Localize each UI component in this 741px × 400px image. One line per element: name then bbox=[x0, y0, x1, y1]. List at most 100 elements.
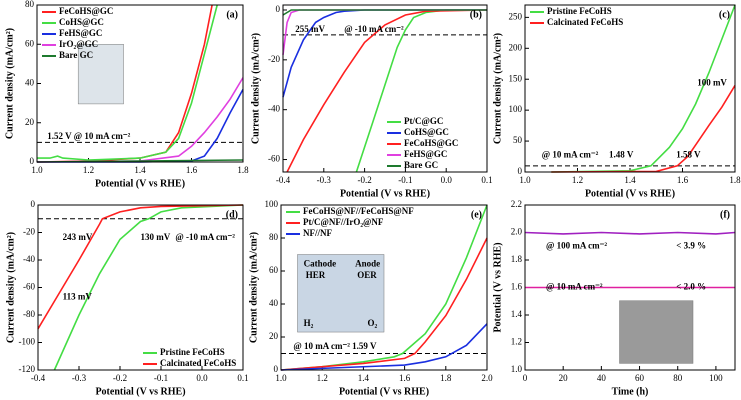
legend-label: FeHS@GC bbox=[59, 28, 102, 38]
x-axis-label: Time (h) bbox=[612, 386, 649, 397]
x-axis-label: Potential (V vs RHE) bbox=[95, 178, 185, 189]
plot-frame bbox=[524, 4, 736, 173]
y-tick-label: -40 bbox=[23, 254, 35, 264]
plot-frame bbox=[524, 204, 736, 371]
y-tick-label: 1.2 bbox=[511, 337, 522, 347]
plot-frame bbox=[280, 204, 488, 371]
panel: 1.0 1.2 1.4 1.6 1.8 0 50 100 150 200 250 Potential … bbox=[492, 4, 741, 199]
x-axis-label: Potential (V vs RHE) bbox=[340, 188, 430, 199]
y-tick-label: -80 bbox=[23, 309, 35, 319]
y-tick-label: -60 bbox=[23, 282, 35, 292]
y-tick-label: 0 bbox=[276, 4, 281, 14]
data-line bbox=[37, 204, 244, 330]
inset-image bbox=[619, 300, 694, 364]
panel-label: (d) bbox=[226, 209, 238, 220]
panel-label: (e) bbox=[471, 209, 482, 220]
annotation: 1.58 V bbox=[676, 149, 701, 159]
x-tick-label: 1.4 bbox=[134, 165, 146, 175]
data-line bbox=[280, 323, 488, 371]
legend-label: FeHS@GC bbox=[404, 149, 447, 159]
x-tick-label: 1.2 bbox=[83, 165, 94, 175]
legend-label: FeCoHS@GC bbox=[404, 138, 458, 148]
legend-label: Bare GC bbox=[404, 160, 438, 170]
y-axis-label: Current density (mA/cm²) bbox=[5, 232, 16, 343]
y-tick-label: -20 bbox=[23, 227, 35, 237]
x-tick-label: -0.4 bbox=[31, 373, 46, 383]
x-tick-label: 1.0 bbox=[275, 373, 287, 383]
y-tick-label: 200 bbox=[509, 42, 523, 52]
annotation: @ -10 mA cm⁻² bbox=[344, 24, 404, 34]
legend-label: Pt/C@NF//IrO₂@NF bbox=[303, 217, 384, 227]
y-tick-label: 0 bbox=[30, 156, 35, 166]
annotation: HER bbox=[306, 270, 326, 280]
legend-label: FeCoHS@GC bbox=[59, 6, 113, 16]
legend-label: FeCoHS@NF//FeCoHS@NF bbox=[303, 206, 414, 216]
x-tick-label: 60 bbox=[635, 373, 645, 383]
y-tick-label: 0 bbox=[518, 166, 523, 176]
x-tick-label: 1.8 bbox=[440, 373, 452, 383]
x-tick-label: 1.4 bbox=[624, 175, 636, 185]
y-tick-label: 50 bbox=[513, 135, 523, 145]
x-tick-label: 20 bbox=[559, 373, 569, 383]
x-tick-label: 1.8 bbox=[237, 165, 249, 175]
x-tick-label: -0.4 bbox=[276, 175, 291, 185]
y-tick-label: 100 bbox=[265, 199, 279, 209]
legend-label: Calcinated FeCoHS bbox=[160, 358, 236, 368]
x-tick-label: 1.6 bbox=[677, 175, 689, 185]
y-tick-label: 2.0 bbox=[511, 227, 523, 237]
data-line bbox=[282, 9, 487, 16]
annotation: 1.48 V bbox=[609, 149, 634, 159]
y-axis-label: Potential (V vs RHE) bbox=[492, 242, 503, 332]
legend-label: CoHS@GC bbox=[59, 17, 104, 27]
annotation: 255 mV bbox=[295, 24, 325, 34]
legend-label: CoHS@GC bbox=[404, 127, 449, 137]
plot-frame bbox=[36, 4, 244, 163]
x-tick-label: 0 bbox=[523, 373, 528, 383]
panel: -0.4 -0.3 -0.2 -0.1 0.0 0.1 -60 -40 -20 0 Potentia… bbox=[250, 4, 492, 199]
y-tick-label: 1.0 bbox=[511, 364, 523, 374]
y-tick-label: 60 bbox=[25, 38, 35, 48]
x-tick-label: 80 bbox=[673, 373, 683, 383]
data-line bbox=[286, 9, 488, 173]
data-line bbox=[551, 84, 736, 173]
legend-label: Pristine FeCoHS bbox=[547, 6, 612, 16]
y-axis-label: Current density (mA/cm²) bbox=[4, 28, 15, 139]
y-tick-label: -60 bbox=[268, 154, 280, 164]
panel-label: (c) bbox=[719, 9, 730, 20]
annotation: < 2.0 % bbox=[676, 282, 706, 292]
x-tick-label: 0.0 bbox=[441, 175, 453, 185]
y-tick-label: -20 bbox=[268, 54, 280, 64]
panel: 1.0 1.2 1.4 1.6 1.8 0 20 40 60 80 Potential (V vs … bbox=[4, 0, 249, 189]
legend-label: IrO₂@GC bbox=[59, 39, 98, 49]
y-tick-label: 80 bbox=[269, 232, 279, 242]
y-tick-label: 0 bbox=[274, 364, 279, 374]
data-line bbox=[53, 204, 244, 371]
y-tick-label: 80 bbox=[25, 0, 35, 9]
x-tick-label: -0.2 bbox=[357, 175, 371, 185]
x-tick-label: 1.2 bbox=[572, 175, 583, 185]
annotation: 130 mV bbox=[141, 232, 171, 242]
legend-label: NF//NF bbox=[303, 228, 332, 238]
panel-label: (a) bbox=[226, 9, 238, 20]
annotation: @ -10 mA cm⁻² bbox=[175, 232, 235, 242]
y-axis-label: Current density (mA/cm²) bbox=[492, 33, 503, 144]
annotation: < 3.9 % bbox=[676, 240, 706, 250]
x-tick-label: 40 bbox=[597, 373, 607, 383]
inset-image bbox=[77, 44, 124, 105]
y-tick-label: 2.2 bbox=[511, 199, 522, 209]
y-tick-label: -40 bbox=[268, 104, 280, 114]
y-tick-label: 1.6 bbox=[511, 282, 523, 292]
annotation: 113 mV bbox=[63, 291, 93, 301]
annotation: OER bbox=[357, 270, 377, 280]
y-tick-label: 20 bbox=[269, 331, 279, 341]
x-axis-label: Potential (V vs RHE) bbox=[585, 188, 675, 199]
x-tick-label: 1.2 bbox=[317, 373, 328, 383]
y-tick-label: -100 bbox=[19, 337, 36, 347]
panel: 0 20 40 60 80 100 1.0 1.2 1.4 1.6 1.8 2.0 2.2 Time (h… bbox=[492, 199, 736, 397]
x-tick-label: 100 bbox=[709, 373, 723, 383]
x-tick-label: 1.0 bbox=[519, 175, 531, 185]
x-tick-label: 1.8 bbox=[729, 175, 741, 185]
x-tick-label: 0.0 bbox=[196, 373, 208, 383]
x-tick-label: -0.1 bbox=[398, 175, 412, 185]
y-tick-label: 20 bbox=[25, 117, 35, 127]
